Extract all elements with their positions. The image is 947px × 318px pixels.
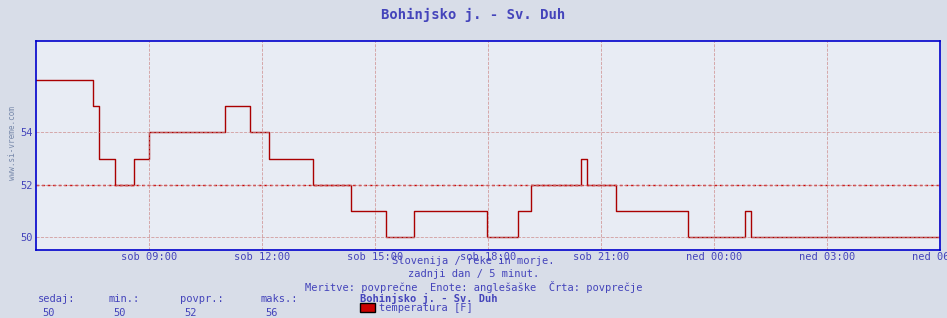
Text: temperatura [F]: temperatura [F] bbox=[379, 303, 473, 313]
Text: Bohinjsko j. - Sv. Duh: Bohinjsko j. - Sv. Duh bbox=[360, 293, 497, 304]
Text: Slovenija / reke in morje.: Slovenija / reke in morje. bbox=[392, 256, 555, 266]
Text: 50: 50 bbox=[114, 308, 126, 318]
Text: zadnji dan / 5 minut.: zadnji dan / 5 minut. bbox=[408, 269, 539, 279]
Text: 56: 56 bbox=[265, 308, 277, 318]
Text: min.:: min.: bbox=[109, 294, 140, 304]
Text: povpr.:: povpr.: bbox=[180, 294, 223, 304]
Text: Bohinjsko j. - Sv. Duh: Bohinjsko j. - Sv. Duh bbox=[382, 8, 565, 22]
Text: sedaj:: sedaj: bbox=[38, 294, 76, 304]
Text: www.si-vreme.com: www.si-vreme.com bbox=[8, 106, 17, 180]
Text: Meritve: povprečne  Enote: anglešaške  Črta: povprečje: Meritve: povprečne Enote: anglešaške Črt… bbox=[305, 281, 642, 294]
Text: maks.:: maks.: bbox=[260, 294, 298, 304]
Text: 52: 52 bbox=[185, 308, 197, 318]
Text: 50: 50 bbox=[43, 308, 55, 318]
